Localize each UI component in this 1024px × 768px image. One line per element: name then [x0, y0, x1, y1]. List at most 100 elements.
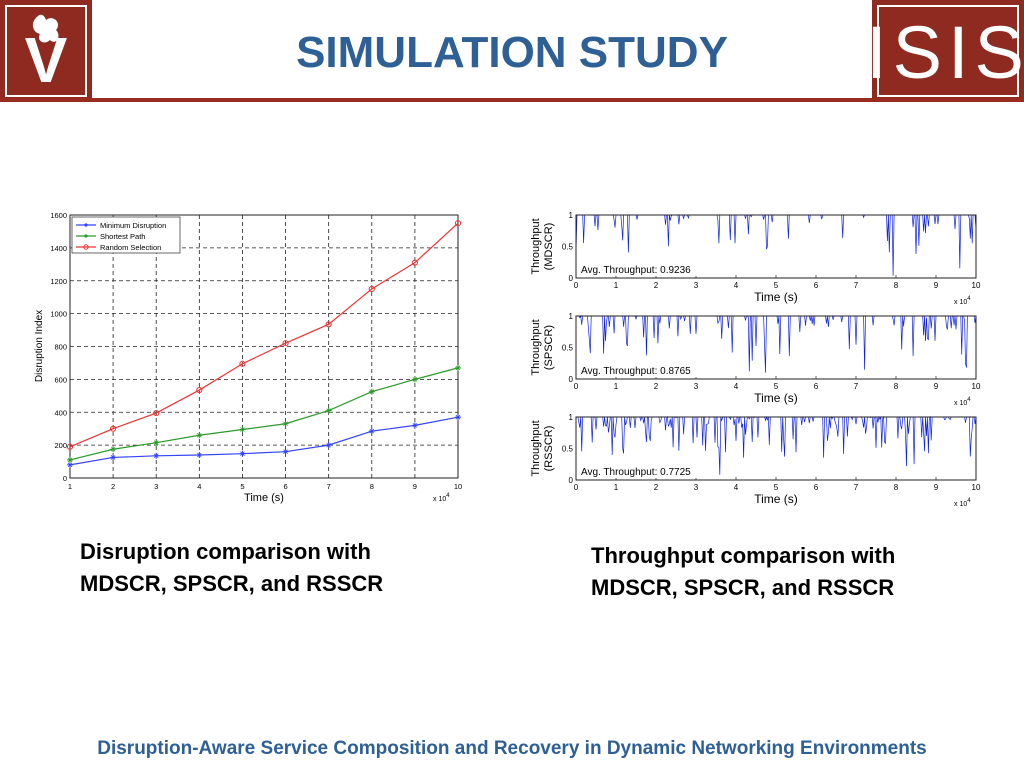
throughput-x-tick-label: 2 [654, 281, 659, 290]
throughput-x-tick-label: 5 [774, 382, 779, 391]
series-point [411, 376, 418, 383]
throughput-x-tick-label: 9 [934, 281, 939, 290]
throughput-annotation: Avg. Throughput: 0.9236 [581, 265, 691, 276]
throughput-x-tick-label: 2 [654, 382, 659, 391]
disruption-x-tick-label: 9 [413, 482, 417, 491]
series-point [110, 454, 117, 461]
series-point [282, 448, 289, 455]
series-point [411, 259, 418, 266]
series-point [196, 432, 203, 439]
throughput-y-tick-label: 1 [569, 211, 574, 220]
throughput-x-tick-label: 1 [614, 382, 619, 391]
throughput-x-tick-label: 8 [894, 281, 899, 290]
disruption-x-tick-label: 5 [240, 482, 244, 491]
header-rule [0, 98, 1024, 102]
throughput-y-axis-sublabel: (SPSCR) [543, 325, 555, 370]
disruption-grid [70, 215, 458, 478]
disruption-x-tick-label: 1 [68, 482, 72, 491]
disruption-y-tick-label: 0 [63, 474, 67, 483]
disruption-series [66, 220, 462, 468]
series-point [454, 220, 462, 227]
series-point [455, 364, 461, 371]
throughput-caption-line1: Throughput comparison with [591, 543, 896, 568]
disruption-y-axis-label: Disruption Index [34, 310, 45, 382]
legend-entry: Random Selection [100, 243, 161, 252]
series-point [368, 285, 375, 293]
slide-title: SIMULATION STUDY [296, 28, 728, 77]
throughput-x-tick-label: 6 [814, 483, 819, 492]
series-point [153, 452, 160, 459]
series-point [411, 422, 418, 429]
series-point [239, 450, 246, 457]
series-point [196, 386, 203, 394]
disruption-y-tick-label: 800 [54, 343, 67, 352]
disruption-caption-line2: MDSCR, SPSCR, and RSSCR [80, 571, 384, 596]
legend-entry: Minimum Disruption [100, 221, 166, 230]
throughput-x-tick-label: 7 [854, 281, 859, 290]
throughput-x-tick-label: 1 [614, 281, 619, 290]
disruption-caption: Disruption comparison with MDSCR, SPSCR,… [80, 536, 383, 600]
throughput-caption: Throughput comparison with MDSCR, SPSCR,… [591, 540, 895, 604]
series-point [196, 451, 203, 458]
disruption-x-tick-label: 4 [197, 482, 201, 491]
throughput-y-axis-label: Throughput [530, 319, 542, 375]
throughput-y-tick-label: 1 [569, 413, 574, 422]
throughput-caption-line2: MDSCR, SPSCR, and RSSCR [591, 575, 895, 600]
throughput-x-tick-label: 10 [972, 281, 981, 290]
throughput-x-tick-label: 2 [654, 483, 659, 492]
throughput-annotation-box [578, 464, 718, 478]
series-line-2 [69, 222, 459, 448]
disruption-caption-line1: Disruption comparison with [80, 539, 371, 564]
throughput-y-tick-label: 0 [569, 476, 574, 485]
series-point [110, 425, 117, 432]
series-point [325, 442, 332, 449]
series-line-1 [69, 367, 459, 461]
throughput-x-axis-label: Time (s) [754, 492, 798, 506]
throughput-x-tick-label: 4 [734, 281, 739, 290]
throughput-x-tick-label: 6 [814, 281, 819, 290]
throughput-x-tick-label: 9 [934, 483, 939, 492]
throughput-x-multiplier: x 104 [954, 397, 971, 407]
throughput-x-multiplier: x 104 [954, 498, 971, 508]
throughput-x-tick-label: 4 [734, 382, 739, 391]
throughput-y-axis-sublabel: (MDSCR) [543, 223, 555, 271]
throughput-x-tick-label: 0 [574, 483, 579, 492]
isis-logo: ISIS [866, 0, 1024, 102]
series-point [239, 360, 246, 367]
throughput-x-multiplier: x 104 [954, 296, 971, 306]
throughput-x-tick-label: 5 [774, 281, 779, 290]
disruption-y-tick-label: 200 [54, 441, 67, 450]
throughput-x-tick-label: 10 [972, 382, 981, 391]
disruption-x-axis-label: Time (s) [244, 492, 284, 504]
throughput-x-tick-label: 9 [934, 382, 939, 391]
throughput-x-axis-label: Time (s) [754, 290, 798, 304]
disruption-y-tick-label: 1400 [50, 244, 67, 253]
disruption-x-tick-label: 10 [454, 482, 462, 491]
series-point [368, 388, 375, 395]
throughput-annotation-box [578, 262, 718, 276]
disruption-y-tick-label: 600 [54, 375, 67, 384]
disruption-x-multiplier: x 104 [433, 493, 450, 503]
series-point [153, 439, 160, 446]
throughput-y-tick-label: 0.5 [562, 445, 574, 454]
series-line-0 [69, 416, 459, 466]
throughput-x-tick-label: 6 [814, 382, 819, 391]
throughput-x-tick-label: 8 [894, 382, 899, 391]
throughput-annotation: Avg. Throughput: 0.8765 [581, 366, 691, 377]
throughput-x-tick-label: 0 [574, 382, 579, 391]
series-point [239, 426, 246, 433]
isis-logo-mark: ISIS [866, 5, 1024, 97]
series-point [282, 420, 289, 427]
throughput-x-tick-label: 4 [734, 483, 739, 492]
throughput-annotation-box [578, 363, 718, 377]
throughput-x-tick-label: 10 [972, 483, 981, 492]
disruption-y-tick-label: 1000 [50, 310, 67, 319]
disruption-x-tick-label: 3 [154, 482, 158, 491]
throughput-x-tick-label: 8 [894, 483, 899, 492]
disruption-y-ticks: 0 200 400 600 800 1000 1200 1400 1600 [50, 211, 67, 483]
